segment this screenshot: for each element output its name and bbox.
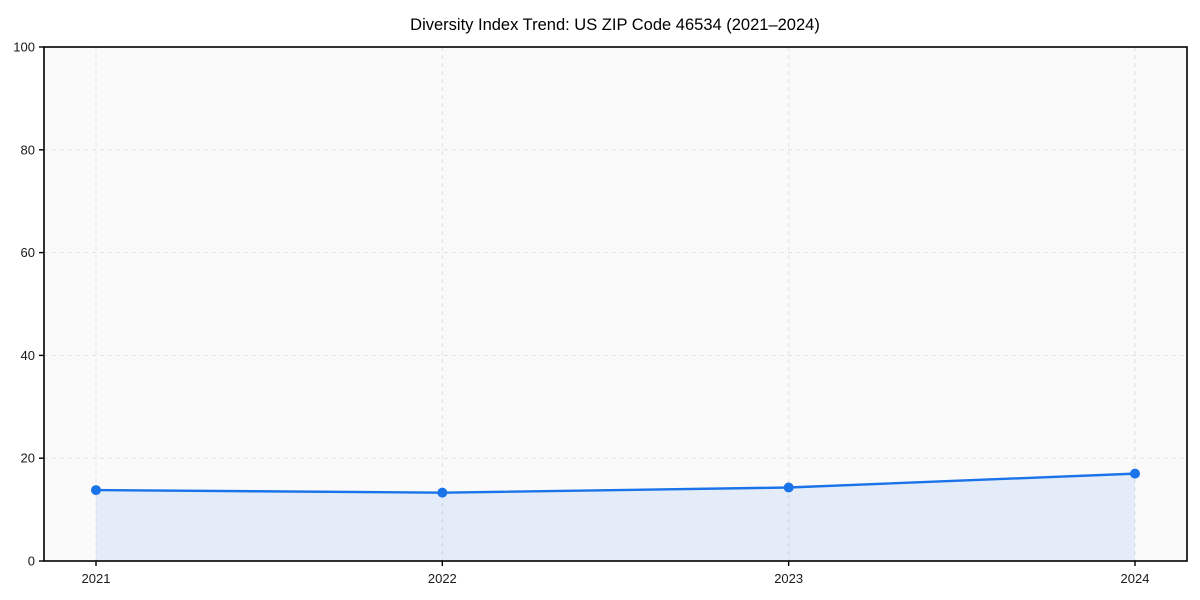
- y-tick-label: 80: [21, 142, 35, 157]
- y-tick-label: 40: [21, 348, 35, 363]
- plot-area: [44, 47, 1187, 561]
- x-tick-label: 2024: [1121, 571, 1150, 586]
- area-fill: [96, 473, 1135, 561]
- chart-title: Diversity Index Trend: US ZIP Code 46534…: [410, 16, 820, 34]
- trend-line-path: [94, 472, 1137, 494]
- axis-frame: [43, 46, 1188, 562]
- tick-labels: 0 20 40 60 80 100 2021 2022 2023 2024: [13, 40, 1149, 587]
- trend-line: [94, 472, 1137, 494]
- data-point-marker: [437, 487, 448, 498]
- y-tick-label: 100: [13, 40, 35, 55]
- data-point-marker: [783, 482, 794, 493]
- area-fill-path: [96, 473, 1135, 561]
- data-point-marker: [91, 485, 101, 496]
- y-tick-label: 0: [28, 554, 35, 569]
- plot-background: [44, 47, 1187, 561]
- x-tick-label: 2021: [82, 571, 111, 586]
- x-tick-label: 2022: [428, 571, 457, 586]
- x-tick-label: 2023: [774, 571, 803, 586]
- data-points: [91, 468, 1140, 498]
- tick-marks: [39, 46, 1136, 566]
- y-tick-label: 60: [21, 245, 35, 260]
- axes-frame: [43, 46, 1188, 562]
- y-tick-label: 20: [21, 451, 35, 466]
- data-point-marker: [1130, 468, 1140, 479]
